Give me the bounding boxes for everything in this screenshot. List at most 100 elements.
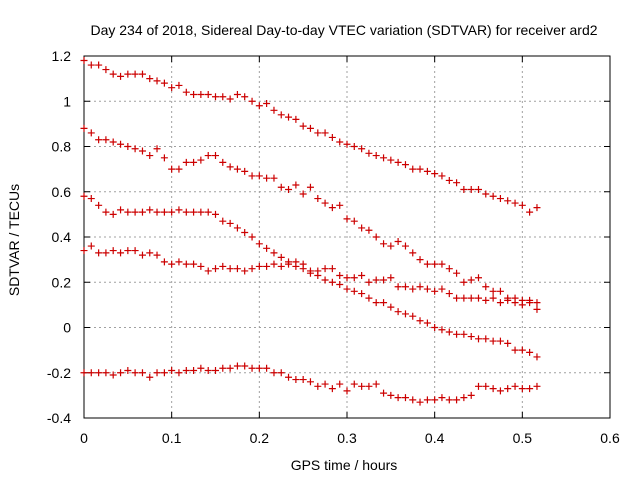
data-point — [511, 299, 519, 307]
data-point — [197, 364, 205, 372]
data-point — [87, 195, 95, 203]
data-point — [504, 296, 512, 304]
y-tick-label: -0.2 — [47, 365, 71, 381]
data-point — [467, 391, 475, 399]
data-point — [168, 366, 176, 374]
y-axis-title: SDTVAR / TECUs — [6, 184, 22, 296]
data-point — [401, 310, 409, 318]
data-point — [241, 93, 249, 101]
data-point — [117, 249, 125, 257]
data-point — [80, 57, 88, 65]
data-point — [394, 158, 402, 166]
data-point — [336, 201, 344, 209]
data-point — [328, 133, 336, 141]
data-point — [306, 267, 314, 275]
data-point — [124, 143, 132, 150]
data-point — [343, 140, 351, 148]
data-point — [511, 346, 519, 354]
data-point — [350, 274, 358, 282]
plot-frame — [83, 55, 611, 419]
data-point — [204, 366, 212, 374]
data-point — [270, 106, 278, 114]
data-point — [255, 172, 263, 180]
data-point — [372, 152, 380, 160]
data-point — [299, 260, 307, 268]
x-axis-title: GPS time / hours — [291, 457, 398, 473]
data-point — [270, 369, 278, 377]
data-point — [255, 240, 263, 248]
data-point — [285, 113, 293, 121]
data-point — [270, 260, 278, 268]
data-point — [80, 247, 88, 255]
data-point — [496, 337, 504, 345]
data-point — [372, 276, 380, 284]
data-point — [95, 369, 103, 377]
data-point — [321, 276, 329, 284]
data-point — [409, 312, 417, 320]
data-point — [482, 190, 490, 198]
data-point — [102, 208, 110, 216]
series-3 — [80, 192, 541, 361]
data-point — [168, 165, 176, 173]
data-point — [95, 201, 103, 209]
data-point — [263, 364, 271, 372]
data-point — [233, 90, 241, 98]
data-point — [182, 88, 190, 96]
data-point — [124, 366, 132, 374]
data-point — [321, 199, 329, 207]
data-point — [131, 145, 139, 153]
data-point — [453, 396, 461, 404]
data-point — [138, 147, 146, 155]
data-point — [511, 382, 519, 390]
data-point — [416, 256, 424, 264]
data-point — [358, 271, 366, 279]
data-point — [190, 208, 198, 216]
data-point — [350, 380, 358, 388]
data-point — [496, 287, 504, 295]
data-point — [226, 95, 234, 103]
data-point — [394, 394, 402, 402]
data-point — [299, 376, 307, 384]
data-point — [182, 366, 190, 374]
tick-labels: 0 0.1 0.2 0.3 0.4 0.5 0.6 -0.4 -0.2 0 0.2 0.4 0.6 0.8… — [47, 48, 620, 446]
data-point — [248, 364, 256, 372]
data-point — [460, 185, 468, 193]
data-point — [336, 138, 344, 146]
data-point — [328, 265, 336, 273]
data-point — [175, 369, 183, 377]
data-point — [226, 265, 234, 273]
data-point — [526, 208, 534, 216]
data-point — [328, 385, 336, 393]
data-point — [160, 79, 168, 87]
y-tick-label: 0 — [63, 320, 71, 336]
data-point — [146, 373, 154, 381]
data-point — [504, 339, 512, 347]
data-point — [475, 382, 482, 390]
data-point — [489, 294, 497, 302]
data-point — [489, 192, 497, 200]
data-point — [80, 369, 88, 377]
data-point — [212, 210, 219, 218]
data-point — [182, 260, 190, 268]
data-point — [380, 389, 388, 397]
x-tick-label: 0.3 — [337, 430, 357, 446]
data-point — [314, 129, 322, 137]
data-point — [453, 330, 461, 338]
data-point — [445, 396, 453, 404]
data-point — [504, 197, 512, 205]
data-point — [387, 303, 395, 311]
data-point — [380, 240, 388, 248]
y-tick-label: 0.2 — [52, 274, 72, 290]
data-point — [460, 278, 468, 286]
data-point — [533, 382, 541, 390]
data-point — [467, 185, 475, 193]
data-point — [219, 93, 227, 101]
data-point — [131, 70, 139, 78]
data-point — [212, 366, 219, 374]
data-point — [263, 174, 271, 182]
data-point — [365, 278, 373, 286]
data-point — [102, 249, 110, 257]
data-point — [365, 294, 373, 302]
data-point — [423, 260, 431, 268]
